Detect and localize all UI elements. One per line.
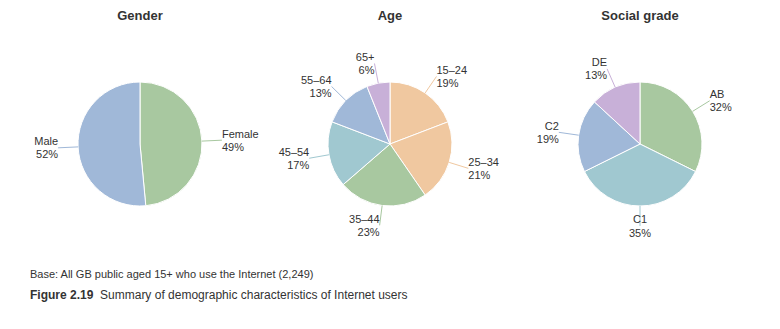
svg-text:AB32%: AB32%: [710, 88, 732, 113]
svg-text:35–4423%: 35–4423%: [349, 213, 380, 238]
svg-text:Male52%: Male52%: [34, 135, 58, 160]
svg-text:C219%: C219%: [537, 120, 559, 145]
html-text:Gender: Gender: [117, 8, 163, 23]
svg-text:55–6413%: 55–6413%: [301, 74, 332, 99]
svg-text:45–5417%: 45–5417%: [279, 146, 310, 171]
svg-text:DE13%: DE13%: [585, 56, 607, 81]
svg-text:15–2419%: 15–2419%: [436, 64, 467, 89]
svg-text:25–3421%: 25–3421%: [468, 156, 499, 181]
html-text:Age: Age: [377, 8, 403, 23]
svg-text:65+6%: 65+6%: [356, 51, 375, 76]
svg-text:Female49%: Female49%: [222, 128, 259, 153]
html-text:Base: All GB public aged 15+ w: Base: All GB public aged 15+ who use the…: [30, 268, 314, 280]
html-text:Figure 2.19 Summary of demogra: Figure 2.19 Summary of demographic chara…: [30, 288, 408, 302]
svg-text:C135%: C135%: [629, 213, 651, 238]
html-text:Social grade: Social grade: [601, 8, 679, 23]
